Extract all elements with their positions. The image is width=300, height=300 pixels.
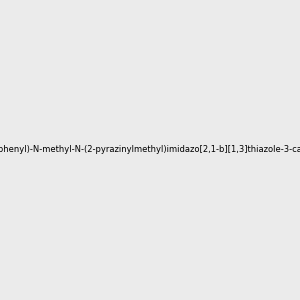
- Text: 6-(2-chlorophenyl)-N-methyl-N-(2-pyrazinylmethyl)imidazo[2,1-b][1,3]thiazole-3-c: 6-(2-chlorophenyl)-N-methyl-N-(2-pyrazin…: [0, 146, 300, 154]
